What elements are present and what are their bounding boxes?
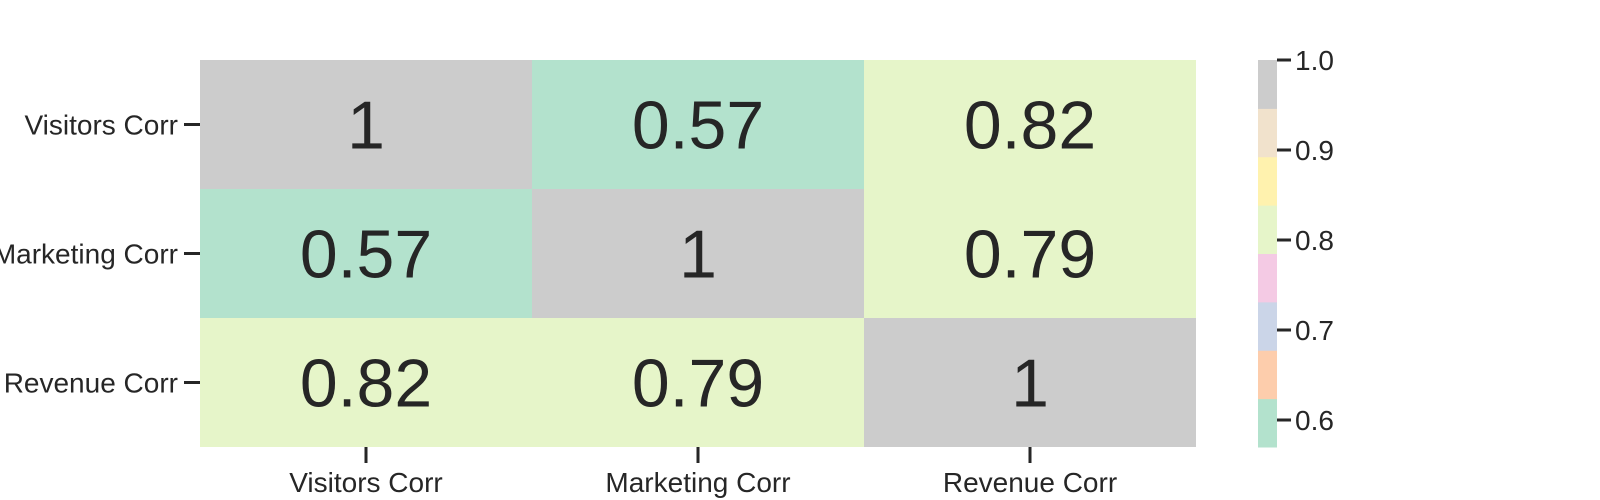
heatmap-cells (200, 60, 1196, 447)
y-tick-label-marketing-corr: Marketing Corr (0, 239, 178, 270)
heatmap-cell-r1-c0 (200, 189, 532, 318)
heatmap-cell-r2-c1 (532, 318, 864, 447)
colorbar-segment (1258, 60, 1277, 109)
heatmap-cell-r1-c2 (864, 189, 1196, 318)
x-axis: Visitors Corr Marketing Corr Revenue Corr (289, 447, 1117, 498)
cell-value-label: 1 (347, 88, 385, 164)
colorbar-tick-label: 0.8 (1295, 225, 1334, 256)
heatmap-cell-r1-c1 (532, 189, 864, 318)
cell-value-label: 0.82 (964, 88, 1096, 164)
colorbar-segment (1258, 398, 1277, 448)
colorbar-segment (1258, 253, 1277, 303)
colorbar-segment (1258, 108, 1277, 158)
colorbar-segment (1258, 156, 1277, 206)
heatmap-cell-r0-c1 (532, 60, 864, 189)
cell-value-label: 1 (679, 217, 717, 293)
cell-value-label: 0.82 (300, 346, 432, 422)
colorbar-tick-label: 0.7 (1295, 315, 1334, 346)
heatmap-cell-r0-c0 (200, 60, 532, 189)
y-tick-label-visitors-corr: Visitors Corr (24, 110, 178, 141)
cell-value-label: 1 (1011, 346, 1049, 422)
colorbar-segment (1258, 350, 1277, 400)
heatmap-cell-r0-c2 (864, 60, 1196, 189)
heatmap-cell-r2-c0 (200, 318, 532, 447)
heatmap-cell-r2-c2 (864, 318, 1196, 447)
colorbar-tick-label: 0.6 (1295, 405, 1334, 436)
x-tick-label-visitors-corr: Visitors Corr (289, 467, 443, 498)
colorbar-segment (1258, 205, 1277, 254)
x-tick-label-revenue-corr: Revenue Corr (943, 467, 1117, 498)
cell-value-label: 0.79 (632, 346, 764, 422)
colorbar-tick-label: 0.9 (1295, 135, 1334, 166)
colorbar: 0.6 0.7 0.8 0.9 1.0 (1258, 45, 1334, 448)
y-tick-label-revenue-corr: Revenue Corr (4, 368, 178, 399)
colorbar-segment (1258, 301, 1277, 351)
cell-value-label: 0.79 (964, 217, 1096, 293)
cell-value-label: 0.57 (632, 88, 764, 164)
heatmap-cell-labels: 1 0.57 0.82 0.57 1 0.79 0.82 0.79 1 (300, 88, 1096, 422)
x-tick-label-marketing-corr: Marketing Corr (605, 467, 790, 498)
colorbar-tick-label: 1.0 (1295, 45, 1334, 76)
y-axis: Visitors Corr Marketing Corr Revenue Corr (0, 110, 200, 399)
cell-value-label: 0.57 (300, 217, 432, 293)
